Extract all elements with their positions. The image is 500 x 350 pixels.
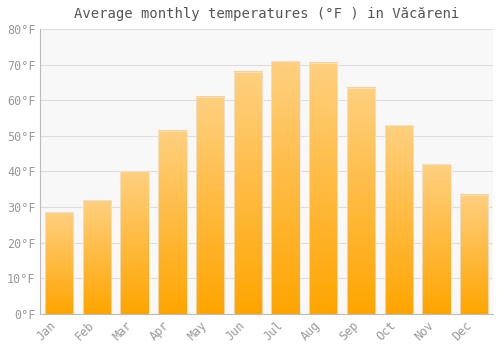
Bar <box>347 88 375 314</box>
Bar <box>422 164 450 314</box>
Bar <box>158 131 186 314</box>
Bar <box>234 72 262 314</box>
Bar <box>196 97 224 314</box>
Bar <box>45 212 74 314</box>
Title: Average monthly temperatures (°F ) in Văcăreni: Average monthly temperatures (°F ) in Vă… <box>74 7 460 21</box>
Bar <box>272 61 299 314</box>
Bar <box>83 200 111 314</box>
Bar <box>120 172 149 314</box>
Bar <box>309 63 338 314</box>
Bar <box>384 125 413 314</box>
Bar <box>460 195 488 314</box>
